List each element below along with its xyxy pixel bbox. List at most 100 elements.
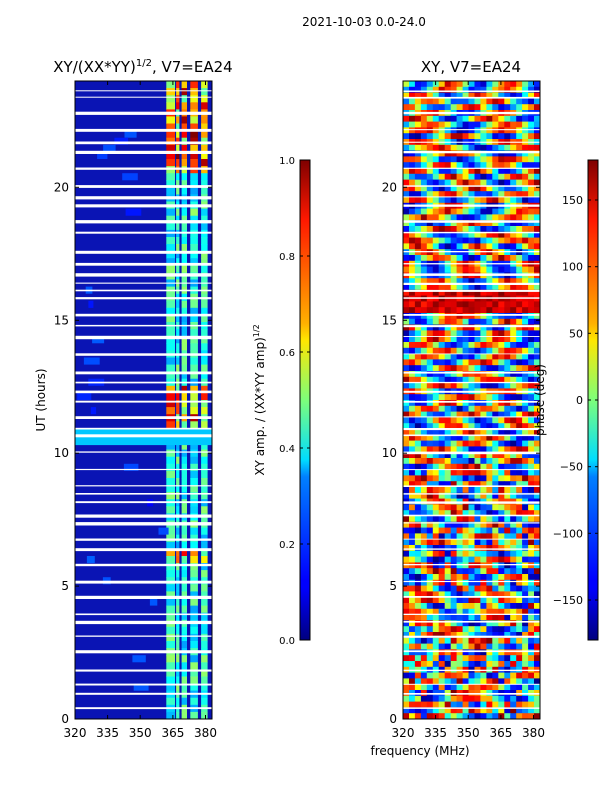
right-heatmap-cell [486,423,493,430]
right-heatmap-cell [504,458,511,465]
right-heatmap-cell [456,86,464,94]
right-heatmap-cell [534,469,540,476]
right-heatmap-cell [468,649,476,656]
right-heatmap-cell [480,643,487,650]
right-heatmap-cell [450,672,458,679]
right-heatmap-cell [534,226,540,233]
right-heatmap-cell [516,695,523,703]
right-heatmap-cell [462,411,470,418]
right-heatmap-cell [522,98,529,105]
right-heatmap-cell [474,301,482,308]
right-heatmap-cell [498,289,505,297]
right-heatmap-cell [432,626,440,633]
right-heatmap-cell [438,440,446,447]
right-heatmap-cell [504,289,511,297]
right-heatmap-cell [432,185,440,192]
right-heatmap-cell [534,214,540,221]
right-heatmap-cell [456,197,464,204]
right-heatmap-gap [403,538,540,540]
right-heatmap-cell [486,504,493,511]
right-heatmap-cell [456,504,464,511]
right-heatmap-cell [528,197,535,204]
right-heatmap-cell [409,568,416,575]
left-heatmap-cell [190,662,198,670]
right-heatmap-cell [426,168,434,175]
left-heatmap-cell [190,88,198,96]
right-heatmap-cell [426,655,434,662]
left-heatmap-cell [176,442,180,451]
left-heatmap-gap [75,538,212,541]
left-heatmap-cell [190,669,198,678]
right-heatmap-cell [450,458,458,465]
right-heatmap-cell [444,672,452,679]
right-heatmap-cell [486,284,493,291]
right-heatmap-cell [409,603,416,610]
left-heatmap-cell [181,612,187,621]
right-heatmap-cell [474,318,482,326]
right-heatmap-cell [414,330,422,337]
right-heatmap-cell [450,649,458,656]
right-heatmap-cell [409,313,416,320]
right-heatmap-cell [486,701,493,708]
right-heatmap-cell [474,579,482,587]
left-heatmap-gap [75,650,212,654]
right-heatmap-cell [486,608,493,616]
right-heatmap-cell [528,179,535,186]
right-heatmap-cell [438,469,446,476]
right-heatmap-cell [516,597,523,604]
left-heatmap-cell [201,364,208,373]
right-heatmap-cell [468,330,476,337]
right-heatmap-cell [414,603,422,610]
right-heatmap-cell [403,452,410,459]
right-heatmap-cell [444,185,452,192]
right-heatmap-cell [516,104,523,111]
right-heatmap-cell [420,539,428,546]
right-heatmap-cell [403,579,410,587]
right-heatmap-cell [498,353,505,360]
right-heatmap-cell [403,695,410,703]
left-heatmap-gap [75,669,212,672]
right-heatmap-cell [420,440,428,447]
right-heatmap-cell [528,330,535,337]
right-heatmap-cell [510,423,517,430]
right-heatmap-cell [510,521,517,529]
left-heatmap-gap [75,493,212,495]
right-heatmap-cell [486,533,493,540]
right-heatmap-cell [504,649,511,656]
right-heatmap-cell [426,562,434,569]
right-heatmap-cell [450,214,458,221]
right-heatmap-cell [492,626,499,633]
right-heatmap-cell [468,394,476,401]
right-heatmap-cell [474,284,482,291]
right-heatmap-cell [516,185,523,192]
right-heatmap-cell [504,330,511,337]
right-heatmap-cell [414,307,422,314]
left-heatmap-cell [190,385,198,394]
right-heatmap-cell [420,330,428,337]
right-heatmap-cell [498,382,505,389]
right-heatmap-cell [409,168,416,175]
right-heatmap-cell [403,330,410,337]
right-heatmap-cell [516,394,523,401]
right-heatmap-cell [456,556,464,563]
right-heatmap-cell [438,342,446,349]
left-heatmap-cell [190,612,198,621]
right-heatmap-cell [462,463,470,471]
right-heatmap-cell [432,550,440,558]
right-heatmap-cell [426,231,434,239]
right-heatmap-cell [409,133,416,140]
right-heatmap-cell [468,620,476,627]
right-heatmap-cell [456,371,464,378]
right-heatmap-gap [403,90,540,92]
right-heatmap-cell [522,237,529,244]
right-heatmap-cell [409,446,416,453]
right-heatmap-cell [516,249,523,256]
right-heatmap-cell [468,318,476,326]
right-heatmap-cell [474,423,482,430]
right-heatmap-cell [414,516,422,523]
right-xtick-label: 335 [424,726,447,740]
right-heatmap-cell [462,452,470,459]
right-heatmap-cell [444,632,452,639]
right-heatmap-cell [426,400,434,407]
left-heatmap-cell [181,208,187,217]
